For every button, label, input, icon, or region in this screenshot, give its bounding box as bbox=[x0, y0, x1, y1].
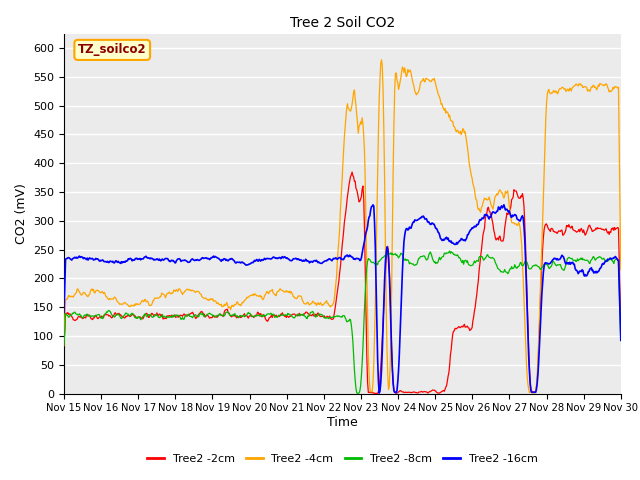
Text: TZ_soilco2: TZ_soilco2 bbox=[78, 43, 147, 56]
Legend: Tree2 -2cm, Tree2 -4cm, Tree2 -8cm, Tree2 -16cm: Tree2 -2cm, Tree2 -4cm, Tree2 -8cm, Tree… bbox=[143, 450, 542, 468]
Y-axis label: CO2 (mV): CO2 (mV) bbox=[15, 183, 28, 244]
X-axis label: Time: Time bbox=[327, 416, 358, 429]
Title: Tree 2 Soil CO2: Tree 2 Soil CO2 bbox=[290, 16, 395, 30]
